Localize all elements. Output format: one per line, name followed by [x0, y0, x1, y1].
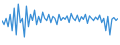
plot-area [2, 4, 118, 37]
series-line [2, 4, 118, 37]
chart [0, 0, 120, 45]
